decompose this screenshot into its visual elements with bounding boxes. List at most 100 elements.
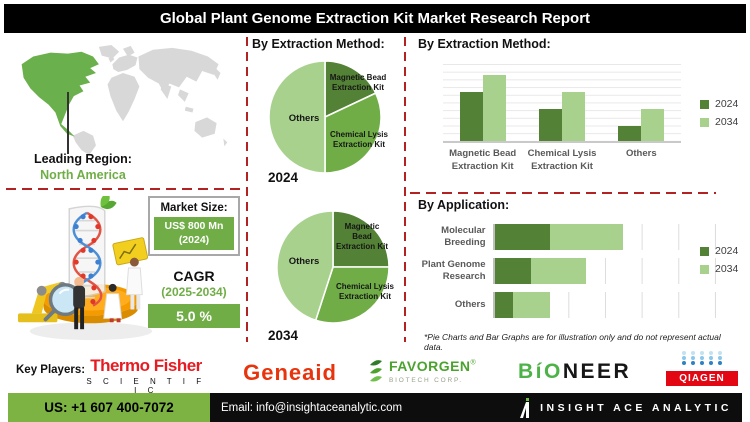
legend-entry: 2024 [700,98,750,110]
pie-label-others: Others [288,113,320,124]
bar-category-label: Magnetic Bead Extraction Kit [449,148,517,172]
pie-slice [332,210,390,268]
cagr-block: CAGR (2025-2034) 5.0 % [148,268,240,328]
bar-2034 [641,108,665,141]
hbar-category-label: Plant Genome Research [421,258,486,282]
bar-2034 [561,91,585,141]
pie-chart-2024 [268,60,382,174]
hbar-segment-2024 [494,292,513,318]
legend-swatch [700,246,709,256]
bar-group [602,64,681,141]
lab-illustration [17,196,153,341]
legend-entry: 2034 [700,116,750,128]
key-players-label: Key Players: [16,364,86,376]
north-america-highlight [21,51,99,137]
hbar-category-label: Others [454,298,486,310]
bar-2024 [459,91,483,141]
extraction-bar-categories: Magnetic Bead Extraction Kit Chemical Lysi… [443,148,681,174]
qiagen-dots-icon [682,351,722,365]
legend-entry: 2034 [700,263,750,275]
bar-group [522,64,601,141]
legend-label: 2034 [715,116,739,128]
pie-slice [314,266,390,324]
hbar-segment-2034 [531,258,587,284]
cagr-value: 5.0 % [148,304,240,328]
logo-qiagen: QIAGEN [666,350,738,386]
bar-2034 [482,74,506,141]
pie-label-magnetic: Magnetic Bead Extraction Kit [329,73,387,92]
application-bar-chart: Molecular Breeding Plant Genome Research Oth… [414,224,716,326]
pie-slice [324,92,382,174]
extraction-bar-plot [443,64,681,143]
legend-swatch [700,264,709,274]
pie-label-others: Others [288,256,320,267]
contact-bar: Email: info@insightaceanalytic.com INSIG… [210,393,742,422]
legend-label: 2024 [715,245,739,257]
bar-2024 [538,108,562,141]
hbar-row: Molecular Breeding [414,224,716,250]
pie-slice [268,60,326,174]
legend-label: 2024 [715,98,739,110]
hbar-track [492,258,716,284]
insight-ace-brand: INSIGHT ACE ANALYTIC [519,397,732,418]
leading-region-label: Leading Region: [34,152,132,166]
pie-block-2024: Magnetic Bead Extraction Kit Chemical Ly… [254,56,400,188]
application-bar-legend: 2024 2034 [700,239,750,281]
pie-year-label: 2034 [268,328,299,343]
world-map-svg [21,44,228,155]
pie-year-label: 2024 [268,170,299,185]
hbar-segment-2024 [494,224,550,250]
divider-horizontal-right [410,192,716,194]
pie-slice [276,210,334,322]
application-chart-heading: By Application: [418,198,510,212]
hbar-segment-2024 [494,258,532,284]
phone-bar: US: +1 607 400-7072 [8,393,210,422]
favorgen-leaf-icon [370,360,382,382]
hbar-segment-2034 [549,224,624,250]
bar-category-label: Chemical Lysis Extraction Kit [527,148,597,172]
pie-label-magnetic: Magnetic Bead Extraction Kit [335,222,388,251]
bar-group [443,64,522,141]
map-pointer-line [67,92,69,154]
legend-label: 2034 [715,263,739,275]
extraction-bar-legend: 2024 2034 [700,92,750,134]
leading-region-block: Leading Region: North America [8,152,158,183]
divider-horizontal-left [6,188,242,190]
disclaimer-footnote: *Pie Charts and Bar Graphs are for illus… [424,332,721,352]
pie-label-chemical: Chemical Lysis Extraction Kit [336,282,394,301]
hbar-track [492,292,716,318]
logo-geneaid: Geneaid [243,360,337,385]
divider-vertical-2 [404,37,406,342]
legend-swatch [700,117,709,127]
market-size-value: US$ 800 Mn (2024) [154,217,234,251]
email-text: Email: info@insightaceanalytic.com [221,401,403,414]
legend-entry: 2024 [700,245,750,257]
logo-thermo-fisher: Thermo Fisher S C I E N T I F I C [86,356,206,395]
logo-bioneer: BíONEER [518,360,632,383]
divider-vertical-1 [246,37,248,342]
bar-category-label: Others [626,148,657,159]
pie-block-2034: Magnetic Bead Extraction Kit Chemical Ly… [254,204,400,344]
hbar-track [492,224,716,250]
hbar-row: Plant Genome Research [414,258,716,284]
hbar-category-label: Molecular Breeding [441,224,486,248]
cagr-period: (2025-2034) [161,285,227,299]
market-size-box: Market Size: US$ 800 Mn (2024) [148,196,240,257]
cagr-label: CAGR [173,268,215,284]
insight-ace-logo-icon [520,397,530,418]
bar-2024 [618,125,642,141]
pie-slice [324,60,377,118]
hbar-segment-2034 [512,292,550,318]
legend-swatch [700,99,709,109]
page-title: Global Plant Genome Extraction Kit Marke… [159,10,591,27]
market-size-label: Market Size: [160,202,228,214]
pies-heading: By Extraction Method: [252,37,385,51]
title-banner: Global Plant Genome Extraction Kit Marke… [4,4,746,33]
leading-region-value: North America [40,167,126,182]
logo-favorgen: FAVORGEN® BIOTECH CORP. [368,358,476,384]
bar-chart-heading: By Extraction Method: [418,37,551,51]
world-map [12,40,234,158]
pie-label-chemical: Chemical Lysis Extraction Kit [330,130,388,149]
pie-chart-2034 [276,210,390,324]
